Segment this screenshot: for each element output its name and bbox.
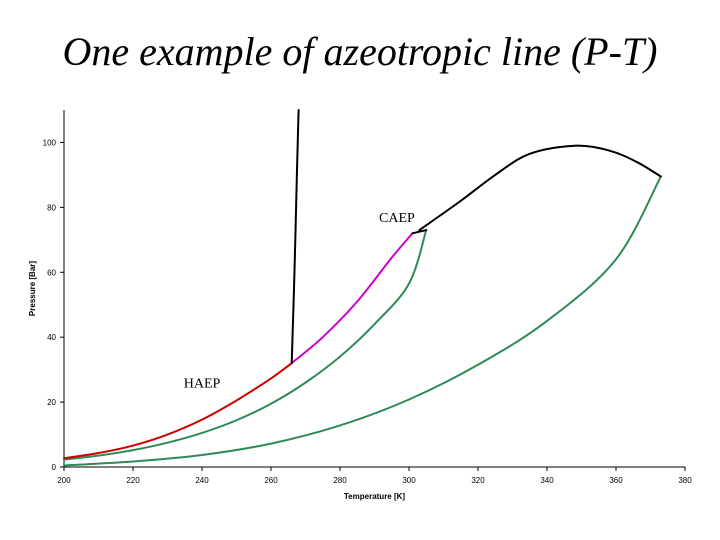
chart-series-layer [63,109,662,467]
x-tick-label: 240 [195,476,209,485]
y-tick-label: 0 [52,463,57,472]
x-tick-label: 380 [678,476,692,485]
x-tick-label: 320 [471,476,485,485]
y-tick-label: 100 [43,138,57,147]
y-tick-label: 80 [47,203,56,212]
y-axis-title: Pressure [Bar] [28,261,37,316]
x-tick-label: 200 [57,476,71,485]
annotation-haep: HAEP [184,376,221,391]
x-tick-label: 300 [402,476,416,485]
x-tick-label: 340 [540,476,554,485]
series-line-6 [411,229,428,235]
series-line-5 [418,144,662,232]
series-line-4 [290,109,300,365]
series-line-1 [63,175,662,467]
series-line-0 [63,229,428,461]
series-line-2 [63,362,293,460]
chart-axes: 200 220 240 260 280 300 320 340 360 380 0 20 40 60 80 1… [28,110,692,501]
x-tick-label: 280 [333,476,347,485]
series-line-3 [290,232,414,365]
y-tick-label: 40 [47,333,56,342]
x-tick-label: 360 [609,476,623,485]
chart-annotations: CAEP HAEP [184,211,415,392]
y-tick-label: 20 [47,398,56,407]
slide-title: One example of azeotropic line (P-T) [62,29,658,74]
annotation-caep: CAEP [379,211,415,226]
x-tick-label: 220 [126,476,140,485]
x-axis-title: Temperature [K] [344,492,406,501]
y-tick-label: 60 [47,268,56,277]
x-tick-label: 260 [264,476,278,485]
